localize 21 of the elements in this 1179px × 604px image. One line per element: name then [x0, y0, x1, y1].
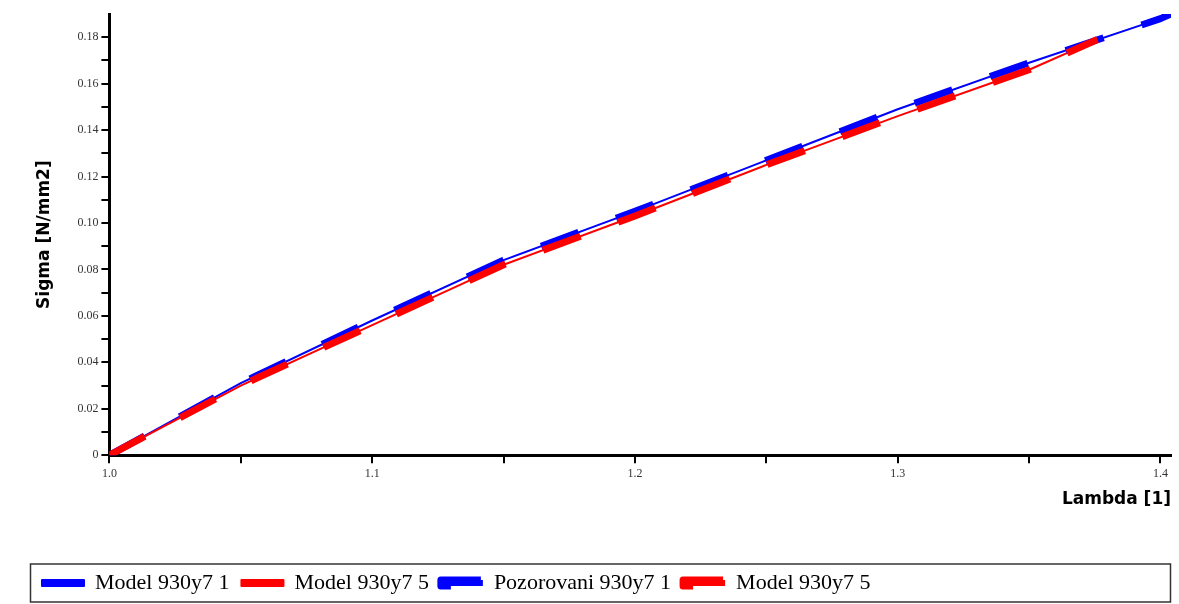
- x-tick-label: 1.3: [890, 465, 906, 480]
- y-tick-label: 0.16: [77, 75, 99, 90]
- y-tick-label: 0.04: [77, 354, 99, 369]
- legend-label: Model 930y7 1: [95, 568, 230, 594]
- x-axis-title: Lambda [1]: [1061, 488, 1171, 509]
- x-tick-label: 1.4: [1152, 465, 1168, 480]
- y-tick-label: 0.10: [77, 215, 99, 230]
- y-tick-label: 0.14: [77, 122, 99, 137]
- y-axis-title: Sigma [N/mm2]: [32, 160, 53, 309]
- y-tick-label: 0.06: [77, 308, 99, 323]
- y-tick-label: 0.08: [77, 261, 99, 276]
- legend-label: Pozorovani 930y7 1: [493, 568, 672, 594]
- y-tick-label: 0.18: [77, 29, 99, 44]
- legend-label: Model 930y7 5: [294, 568, 429, 594]
- y-tick-label: 0.12: [77, 168, 99, 183]
- x-tick-label: 1.2: [627, 465, 643, 480]
- y-tick-label: 0.02: [77, 400, 99, 415]
- y-tick-label: 0: [92, 447, 99, 462]
- legend-label: Model 930y7 5: [736, 568, 871, 594]
- x-tick-label: 1.0: [101, 465, 117, 480]
- x-tick-label: 1.1: [364, 465, 380, 480]
